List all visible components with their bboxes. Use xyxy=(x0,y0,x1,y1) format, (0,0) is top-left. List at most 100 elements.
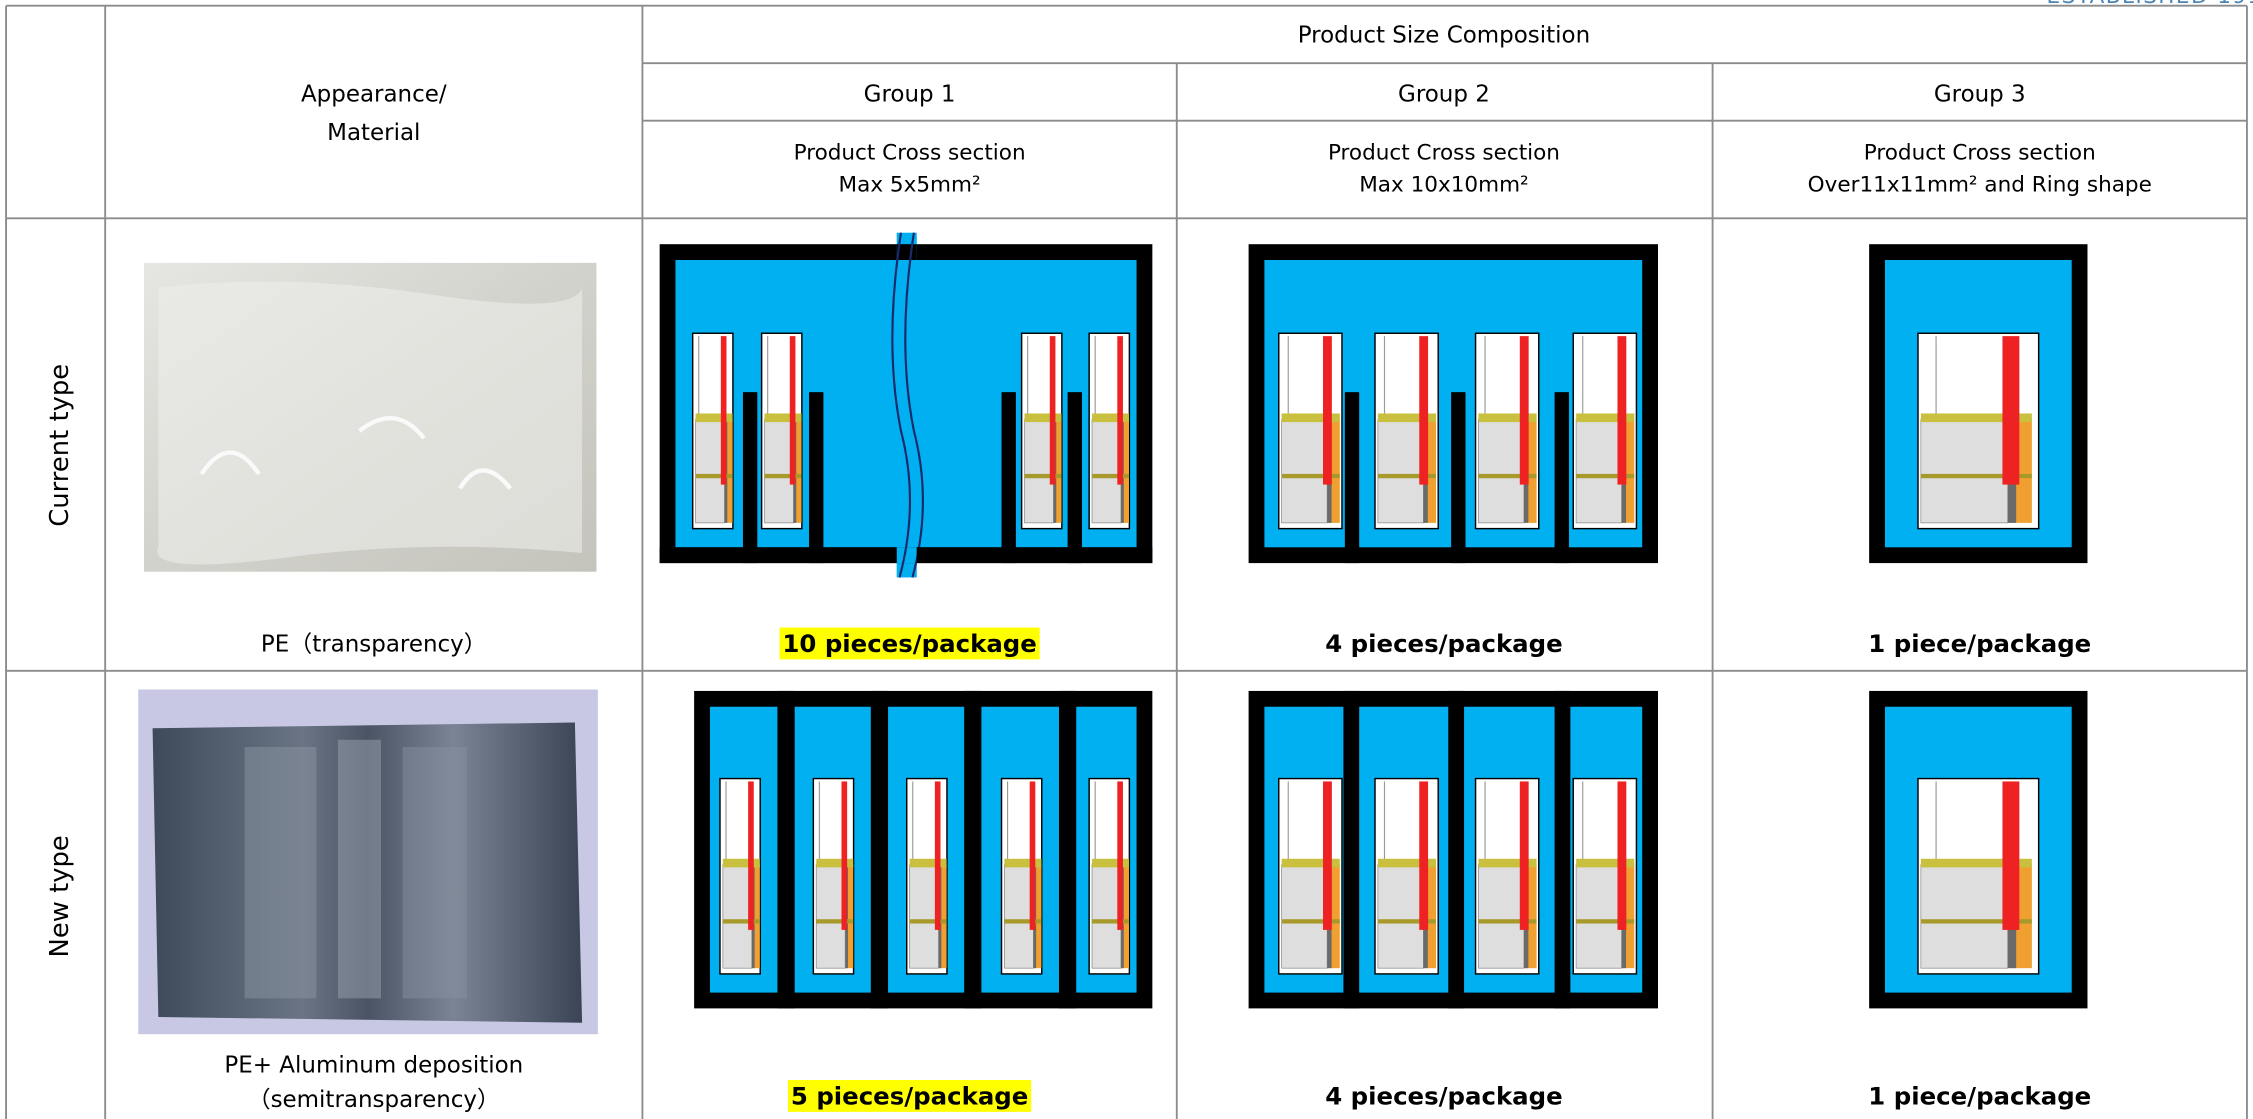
frame-bottom xyxy=(659,547,897,564)
divider xyxy=(870,690,889,1009)
material-label: PE+ Aluminum deposition xyxy=(224,1052,523,1078)
product-lead xyxy=(1519,781,1529,930)
product-side xyxy=(724,419,733,523)
product-band xyxy=(1478,473,1537,479)
photo-detail xyxy=(402,746,468,999)
break-line xyxy=(904,232,924,578)
divider xyxy=(1344,392,1360,564)
product-body xyxy=(1281,864,1328,969)
divider xyxy=(1451,392,1466,564)
product-top xyxy=(1092,413,1130,423)
group-header: Group 3 xyxy=(1934,81,2026,107)
product-top xyxy=(695,413,733,423)
product-band xyxy=(1377,919,1437,924)
product-band xyxy=(816,919,854,924)
divider xyxy=(777,690,795,1009)
product-body xyxy=(1091,418,1122,524)
photo-detail xyxy=(337,739,381,999)
package-count: 1 piece/package xyxy=(1868,629,2091,658)
product-band xyxy=(1092,919,1130,924)
divider xyxy=(809,392,824,564)
size-composition-header: Product Size Composition xyxy=(1298,22,1590,48)
cross-section-label: Over11x11mm² and Ring shape xyxy=(1808,172,2152,197)
product-band xyxy=(909,919,947,924)
product-lead xyxy=(789,336,796,485)
product-side xyxy=(793,419,802,523)
group-header: Group 2 xyxy=(1398,81,1490,107)
product-lead xyxy=(1519,336,1529,485)
product-band xyxy=(1024,473,1062,479)
product-body xyxy=(1478,864,1525,969)
product-body xyxy=(1575,864,1622,969)
highlight xyxy=(779,627,1040,660)
product-lead xyxy=(1049,336,1056,485)
product-band xyxy=(1576,919,1635,924)
product-top xyxy=(1004,858,1042,868)
row-label: New type xyxy=(45,835,75,957)
product-body xyxy=(1004,864,1034,969)
break-line xyxy=(891,232,912,578)
product-side xyxy=(751,864,760,969)
appearance-header: Material xyxy=(327,120,420,146)
logo-text: ESTABLISHED 1919 xyxy=(2047,0,2253,9)
product-lead xyxy=(841,781,848,930)
divider xyxy=(1067,392,1082,564)
product-band xyxy=(1092,473,1130,479)
product-lead xyxy=(1029,781,1036,930)
product-top xyxy=(1920,413,2032,423)
package-count: 10 pieces/package xyxy=(782,629,1036,658)
product-body xyxy=(1377,864,1424,969)
product-top xyxy=(1920,858,2032,868)
appearance-header: Appearance/ xyxy=(301,81,447,107)
product-body xyxy=(909,864,939,969)
product-top xyxy=(1478,858,1537,868)
product-lead xyxy=(1617,336,1627,485)
photo-detail xyxy=(244,746,317,999)
cross-section-label: Product Cross section xyxy=(794,141,1026,166)
product-lead xyxy=(1117,781,1123,930)
divider xyxy=(1001,392,1016,564)
product-body xyxy=(764,418,794,524)
highlight xyxy=(787,1080,1032,1112)
product-band xyxy=(695,473,733,479)
product-side xyxy=(1120,419,1130,523)
product-lead xyxy=(1323,781,1332,930)
break-gap xyxy=(896,547,917,564)
product-top xyxy=(1576,413,1635,423)
product-top xyxy=(1281,413,1340,423)
product-top xyxy=(1377,858,1437,868)
cross-section-label: Max 10x10mm² xyxy=(1359,172,1528,197)
product-band xyxy=(1281,919,1340,924)
product-lead xyxy=(1323,336,1332,485)
divider xyxy=(742,392,758,564)
package-count: 5 pieces/package xyxy=(791,1081,1028,1110)
divider xyxy=(964,690,982,1009)
divider xyxy=(1058,690,1077,1009)
product-top xyxy=(764,413,802,423)
cross-section-label: Max 5x5mm² xyxy=(839,172,981,197)
product-body xyxy=(722,864,753,969)
product-top xyxy=(1281,858,1340,868)
product-band xyxy=(764,473,802,479)
product-top xyxy=(816,858,854,868)
product-top xyxy=(722,858,760,868)
product-body xyxy=(1024,418,1054,524)
product-top xyxy=(1092,858,1130,868)
product-lead xyxy=(1419,781,1429,930)
product-lead xyxy=(720,336,727,485)
product-side xyxy=(1120,864,1130,969)
product-body xyxy=(695,418,725,524)
product-top xyxy=(1024,413,1062,423)
product-body xyxy=(1377,418,1424,524)
product-band xyxy=(1004,919,1042,924)
product-side xyxy=(1033,864,1042,969)
product-body xyxy=(815,864,846,969)
product-lead xyxy=(2002,336,2020,485)
photo-current xyxy=(143,262,597,572)
product-body xyxy=(1920,864,2009,969)
break-gap xyxy=(896,232,917,578)
product-top xyxy=(1377,413,1437,423)
material-label: （semitransparency） xyxy=(248,1087,500,1113)
